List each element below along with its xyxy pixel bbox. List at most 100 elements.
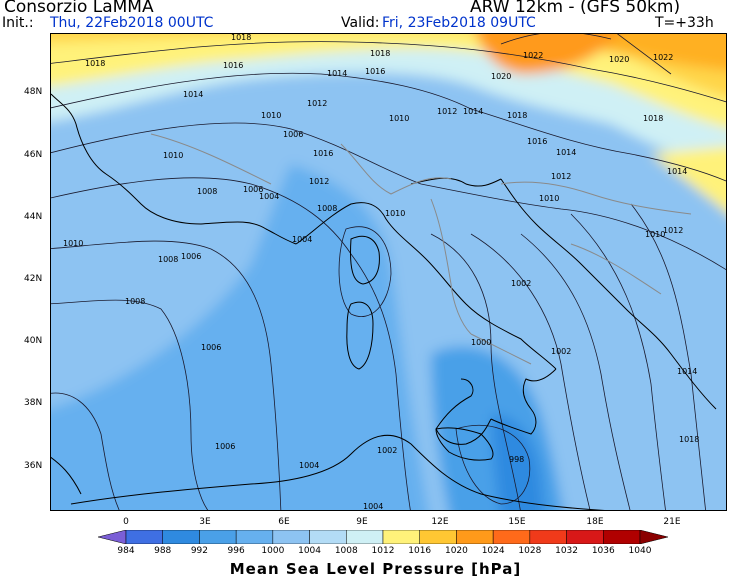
isobar-label: 1004	[292, 235, 312, 244]
isobar-label: 1012	[663, 226, 683, 235]
colorbar-level-label: 988	[154, 546, 172, 556]
colorbar-level-label: 1028	[518, 546, 542, 556]
lat-label: 36N	[24, 461, 43, 471]
isobar-label: 1018	[679, 435, 699, 444]
isobar-label: 1012	[309, 177, 329, 186]
borders	[150, 133, 692, 365]
isobar-label: 1010	[261, 111, 281, 120]
colorbar-low-end	[98, 530, 127, 544]
colorbar-segment	[566, 530, 604, 544]
colorbar-segment	[456, 530, 494, 544]
isobar-label: 1012	[551, 172, 571, 181]
isobar-label: 1020	[491, 72, 511, 81]
valid-value: Fri, 23Feb2018 09UTC	[382, 15, 536, 31]
isobar-label: 1010	[63, 239, 83, 248]
colorbar-level-label: 1032	[555, 546, 579, 556]
isobar-label: 1002	[551, 347, 571, 356]
isobar-label: 1002	[511, 279, 531, 288]
colorbar-level-label: 1020	[444, 546, 468, 556]
colorbar-high-end	[639, 530, 668, 544]
isobar-label: 1000	[471, 338, 491, 347]
isobar-label: 1018	[231, 34, 251, 42]
isobar-label: 1014	[183, 90, 203, 99]
lat-label: 44N	[24, 212, 43, 222]
lon-label: 0	[123, 517, 129, 527]
valid-label: Valid:	[341, 15, 380, 31]
isobar-labels: 1018 1016 1014 1014 1018 1016 1012 1010 …	[63, 34, 699, 511]
model-title: ARW 12km - (GFS 50km)	[470, 0, 681, 17]
colorbar-segment	[272, 530, 310, 544]
isobar-label: 1006	[243, 185, 263, 194]
colorbar-level-label: 984	[117, 546, 135, 556]
colorbar-level-label: 1004	[298, 546, 322, 556]
isobar-label: 1018	[85, 59, 105, 68]
isobar-label: 1008	[197, 187, 217, 196]
coastlines	[51, 93, 717, 510]
isobar-label: 1012	[307, 99, 327, 108]
isobar-label: 1002	[377, 446, 397, 455]
isobar-label: 1018	[643, 114, 663, 123]
isobar-label: 1006	[181, 252, 201, 261]
colorbar-level-label: 1040	[628, 546, 652, 556]
lat-label: 38N	[24, 398, 43, 408]
isobar-label: 1004	[259, 192, 279, 201]
isobar-label: 1008	[317, 204, 337, 213]
colorbar-segment	[309, 530, 347, 544]
isobar-label: 1010	[389, 114, 409, 123]
isobar-label: 1008	[125, 297, 145, 306]
isobar-label: 1014	[667, 167, 687, 176]
isobar-label: 1006	[215, 442, 235, 451]
colorbar-segment	[603, 530, 641, 544]
lat-label: 42N	[24, 274, 43, 284]
colorbar-level-label: 1008	[334, 546, 358, 556]
colorbar-segment	[346, 530, 384, 544]
isobar-label: 1018	[370, 49, 390, 58]
lon-label: 12E	[431, 517, 449, 527]
colorbar-level-label: 1016	[408, 546, 432, 556]
isobar-label: 1004	[363, 502, 383, 511]
lon-label: 21E	[663, 517, 681, 527]
isobar-label: 1022	[653, 53, 673, 62]
lon-label: 3E	[199, 517, 211, 527]
lat-label: 40N	[24, 336, 43, 346]
colorbar-level-label: 1024	[481, 546, 505, 556]
isobar-label: 998	[509, 455, 524, 464]
colorbar-segment	[162, 530, 200, 544]
colorbar-segment	[199, 530, 237, 544]
isobar-label: 1008	[158, 255, 178, 264]
isobar-label: 1018	[507, 111, 527, 120]
colorbar-level-label: 996	[227, 546, 245, 556]
pressure-map: 1018 1016 1014 1014 1018 1016 1012 1010 …	[50, 33, 727, 511]
isobar-label: 1006	[201, 343, 221, 352]
isobar-label: 1016	[527, 137, 547, 146]
isobar-label: 1014	[327, 69, 347, 78]
isobar-label: 1012	[437, 107, 457, 116]
isobar-label: 1014	[463, 107, 483, 116]
colorbar-level-label: 1012	[371, 546, 395, 556]
lon-label: 15E	[508, 517, 526, 527]
isobar-label: 1010	[539, 194, 559, 203]
colorbar-segment	[529, 530, 567, 544]
colorbar-level-label: 1036	[591, 546, 615, 556]
isobar-label: 1020	[609, 55, 629, 64]
brand-title: Consorzio LaMMA	[4, 0, 154, 17]
lon-label: 6E	[278, 517, 290, 527]
isobar-label: 1010	[645, 230, 665, 239]
isobar-label: 1022	[523, 51, 543, 60]
isobar-label: 1016	[365, 67, 385, 76]
colorbar-segment	[125, 530, 163, 544]
isobar-label: 1016	[313, 149, 333, 158]
isobar-label: 1014	[556, 148, 576, 157]
lon-label: 18E	[586, 517, 604, 527]
isobar-label: 1004	[299, 461, 319, 470]
isobar-label: 1010	[163, 151, 183, 160]
init-label: Init.:	[2, 15, 34, 31]
lead-time: T=+33h	[655, 15, 714, 31]
lat-label: 48N	[24, 87, 43, 97]
lon-label: 9E	[356, 517, 368, 527]
pressure-fill	[51, 34, 726, 510]
colorbar-title: Mean Sea Level Pressure [hPa]	[229, 560, 522, 578]
colorbar-level-label: 1000	[261, 546, 285, 556]
colorbar-segment	[382, 530, 420, 544]
isobar-label: 1010	[385, 209, 405, 218]
